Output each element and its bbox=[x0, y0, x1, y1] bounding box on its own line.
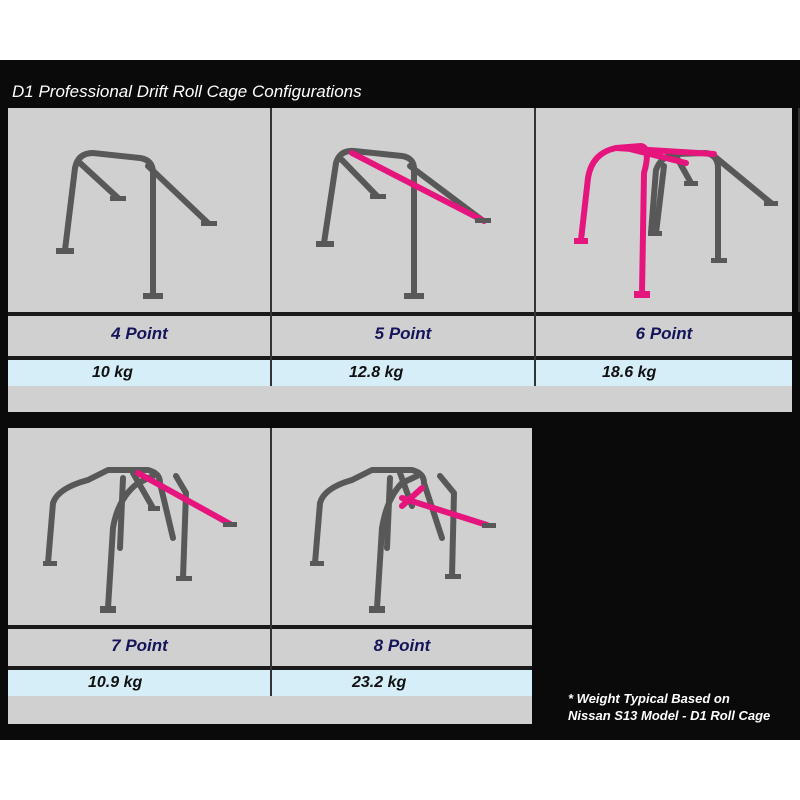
config-label: 7 Point bbox=[111, 636, 168, 655]
cage-4-point-drawing bbox=[56, 150, 217, 299]
config-weight: 18.6 kg bbox=[602, 364, 657, 381]
config-label: 6 Point bbox=[635, 324, 693, 343]
cage-6-point-image bbox=[536, 108, 792, 312]
top-panel: 4 Point 5 Point 6 Point 10 kg 12.8 kg 18… bbox=[8, 108, 800, 412]
weight-row: 10 kg 12.8 kg 18.6 kg bbox=[8, 360, 792, 386]
footnote-line-2: Nissan S13 Model - D1 Roll Cage bbox=[568, 708, 771, 723]
config-label: 5 Point bbox=[374, 324, 432, 343]
bottom-panel: 7 Point 8 Point 10.9 kg 23.2 kg bbox=[8, 428, 532, 724]
config-label: 8 Point bbox=[373, 636, 431, 655]
config-weight: 10 kg bbox=[92, 364, 133, 381]
cage-6-point-drawing bbox=[574, 143, 778, 298]
cage-8-point-drawing bbox=[310, 467, 496, 613]
roll-cage-board: D1 Professional Drift Roll Cage Configur… bbox=[0, 60, 800, 740]
footnote-line-1: * Weight Typical Based on bbox=[568, 691, 730, 706]
footnote: * Weight Typical Based on Nissan S13 Mod… bbox=[568, 690, 770, 724]
config-weight: 12.8 kg bbox=[349, 364, 404, 381]
cage-4-point-image bbox=[8, 108, 271, 312]
cage-7-point-drawing bbox=[43, 467, 237, 613]
cage-5-point-drawing bbox=[316, 147, 491, 299]
cage-7-point-image bbox=[8, 428, 271, 625]
cage-5-point-image bbox=[272, 108, 534, 312]
config-weight: 10.9 kg bbox=[88, 674, 143, 691]
page-title: D1 Professional Drift Roll Cage Configur… bbox=[12, 82, 362, 101]
config-weight: 23.2 kg bbox=[352, 674, 407, 691]
cage-8-point-image bbox=[272, 428, 532, 625]
config-label: 4 Point bbox=[111, 324, 168, 343]
